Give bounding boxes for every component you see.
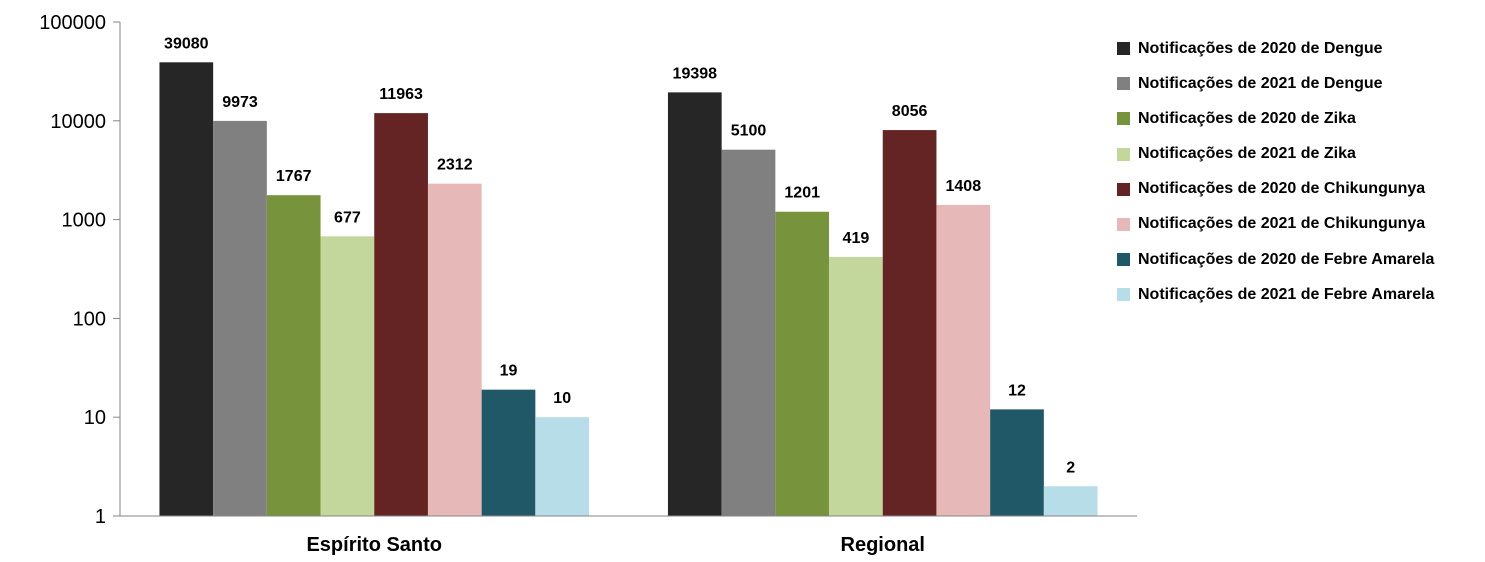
y-tick-label: 100 bbox=[73, 308, 106, 330]
bar bbox=[775, 211, 830, 516]
bar bbox=[829, 256, 883, 516]
y-tick-label: 10000 bbox=[50, 111, 106, 133]
y-tick-label: 10 bbox=[84, 407, 106, 429]
legend-label: Notificações de 2021 de Dengue bbox=[1138, 74, 1383, 92]
data-labels: 39080 19398 9973 5100 1767 1201 677 419 11963 805… bbox=[164, 35, 1075, 476]
data-label: 9973 bbox=[222, 94, 258, 111]
legend-swatch bbox=[1117, 182, 1130, 196]
legend-item: Notificações de 2020 de Zika bbox=[1117, 110, 1434, 127]
legend-label: Notificações de 2020 de Dengue bbox=[1138, 39, 1383, 57]
legend-item: Notificações de 2021 de Febre Amarela bbox=[1117, 286, 1434, 303]
data-label: 1767 bbox=[276, 168, 312, 185]
data-label: 1201 bbox=[784, 185, 820, 202]
data-label: 11963 bbox=[379, 86, 423, 103]
data-label: 2312 bbox=[437, 157, 473, 174]
legend-label: Notificações de 2021 de Febre Amarela bbox=[1138, 285, 1435, 303]
data-label: 419 bbox=[843, 230, 870, 247]
legend-swatch bbox=[1117, 77, 1130, 91]
data-label: 19 bbox=[500, 363, 518, 380]
legend-swatch bbox=[1117, 253, 1130, 267]
bar bbox=[936, 204, 991, 516]
data-label: 10 bbox=[553, 390, 571, 407]
data-label: 1408 bbox=[946, 178, 982, 195]
legend-label: Notificações de 2021 de Zika bbox=[1138, 145, 1356, 163]
data-label: 677 bbox=[334, 209, 361, 226]
y-axis-ticks: 1 10 100 1000 10000 100000 bbox=[39, 12, 120, 528]
bar bbox=[427, 183, 482, 516]
category-label: Espírito Santo bbox=[306, 534, 442, 556]
bar bbox=[374, 113, 428, 516]
bar bbox=[1043, 486, 1098, 516]
legend-label: Notificações de 2020 de Chikungunya bbox=[1138, 180, 1426, 198]
legend-label: Notificações de 2020 de Zika bbox=[1138, 109, 1356, 127]
bar bbox=[320, 236, 375, 517]
data-label: 39080 bbox=[164, 35, 209, 52]
data-label: 5100 bbox=[731, 123, 767, 140]
legend-item: Notificações de 2021 de Chikungunya bbox=[1117, 215, 1434, 233]
bar bbox=[990, 409, 1044, 516]
bar bbox=[159, 62, 214, 517]
legend-swatch bbox=[1117, 288, 1130, 302]
legend-item: Notificações de 2020 de Dengue bbox=[1117, 40, 1434, 57]
data-label: 2 bbox=[1066, 459, 1075, 476]
data-label: 12 bbox=[1008, 382, 1026, 399]
legend-item: Notificações de 2020 de Febre Amarela bbox=[1117, 251, 1434, 268]
bar bbox=[266, 195, 321, 516]
data-label: 8056 bbox=[892, 103, 928, 120]
y-tick-label: 1 bbox=[95, 506, 106, 528]
legend: Notificações de 2020 de Dengue Notificaçõ… bbox=[1117, 40, 1434, 322]
bar bbox=[481, 389, 536, 516]
legend-label: Notificações de 2020 de Febre Amarela bbox=[1138, 250, 1435, 268]
legend-swatch bbox=[1117, 217, 1130, 231]
y-tick-label: 1000 bbox=[62, 210, 107, 232]
legend-swatch bbox=[1117, 112, 1130, 126]
legend-swatch bbox=[1117, 42, 1130, 55]
bar bbox=[535, 417, 590, 516]
bar bbox=[721, 149, 776, 516]
bars bbox=[159, 62, 1098, 517]
legend-label: Notificações de 2021 de Chikungunya bbox=[1138, 215, 1426, 233]
y-tick-label: 100000 bbox=[39, 12, 106, 34]
legend-item: Notificações de 2020 de Chikungunya bbox=[1117, 180, 1434, 198]
legend-item: Notificações de 2021 de Zika bbox=[1117, 145, 1434, 163]
legend-swatch bbox=[1117, 147, 1130, 161]
bar bbox=[667, 92, 722, 516]
bar bbox=[213, 120, 267, 516]
category-labels: Espírito Santo Regional bbox=[306, 534, 925, 556]
category-label: Regional bbox=[841, 534, 925, 556]
legend-item: Notificações de 2021 de Dengue bbox=[1117, 75, 1434, 92]
data-label: 19398 bbox=[673, 65, 718, 82]
bar bbox=[882, 130, 937, 517]
